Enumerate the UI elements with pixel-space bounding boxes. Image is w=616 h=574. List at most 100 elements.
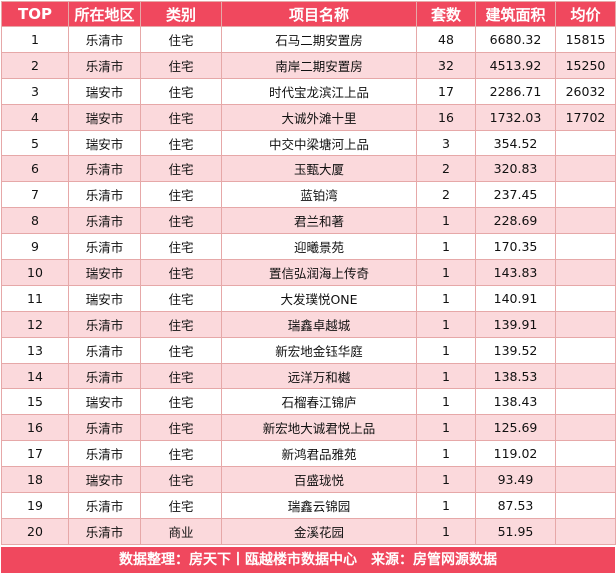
units-cell: 1: [416, 336, 476, 364]
table-row: 4 瑞安市 住宅 大诚外滩十里 16 1732.03 17702: [1, 103, 616, 131]
rank-cell: 17: [1, 440, 69, 468]
table-row: 10 瑞安市 住宅 置信弘润海上传奇 1 143.83: [1, 259, 616, 286]
category-cell: 商业: [140, 517, 222, 545]
rank-cell: 18: [1, 466, 69, 494]
district-cell: 乐清市: [68, 362, 141, 390]
floor-area-cell: 170.35: [475, 233, 556, 261]
table-row: 19 乐清市 住宅 瑞鑫云锦园 1 87.53: [1, 492, 616, 519]
units-cell: 1: [416, 207, 476, 235]
table-row: 11 瑞安市 住宅 大发璞悦ONE 1 140.91: [1, 284, 616, 312]
rank-cell: 13: [1, 336, 69, 364]
district-cell: 乐清市: [68, 336, 141, 364]
units-cell: 1: [416, 259, 476, 286]
avg-price-cell: [555, 336, 616, 364]
avg-price-cell: [555, 440, 616, 468]
floor-area-cell: 320.83: [475, 155, 556, 183]
table-row: 7 乐清市 住宅 蓝铂湾 2 237.45: [1, 181, 616, 209]
avg-price-cell: [555, 362, 616, 390]
table-row: 5 瑞安市 住宅 中交中梁塘河上品 3 354.52: [1, 129, 616, 157]
avg-price-cell: [555, 207, 616, 235]
table-body: 1 乐清市 住宅 石马二期安置房 48 6680.32 15815 2 乐清市 住宅 南岸二期安置房…: [1, 26, 616, 545]
rank-cell: 4: [1, 103, 69, 131]
project-name-cell: 置信弘润海上传奇: [221, 259, 417, 286]
units-cell: 1: [416, 388, 476, 416]
table-row: 14 乐清市 住宅 远洋万和樾 1 138.53: [1, 362, 616, 390]
district-cell: 乐清市: [68, 440, 141, 468]
avg-price-cell: [555, 414, 616, 442]
project-name-cell: 中交中梁塘河上品: [221, 129, 417, 157]
units-cell: 1: [416, 284, 476, 312]
units-cell: 1: [416, 517, 476, 545]
project-name-cell: 新宏地大诚君悦上品: [221, 414, 417, 442]
category-cell: 住宅: [140, 284, 222, 312]
source-footer: 数据整理：房天下丨瓯越楼市数据中心 来源：房管网源数据: [1, 547, 615, 573]
rank-cell: 19: [1, 492, 69, 519]
floor-area-cell: 140.91: [475, 284, 556, 312]
category-cell: 住宅: [140, 492, 222, 519]
floor-area-cell: 87.53: [475, 492, 556, 519]
rank-cell: 10: [1, 259, 69, 286]
rank-cell: 3: [1, 77, 69, 105]
header-rank: TOP: [1, 1, 69, 27]
floor-area-cell: 119.02: [475, 440, 556, 468]
table-row: 12 乐清市 住宅 瑞鑫卓越城 1 139.91: [1, 310, 616, 338]
avg-price-cell: [555, 233, 616, 261]
table-row: 3 瑞安市 住宅 时代宝龙滨江上品 17 2286.71 26032: [1, 77, 616, 105]
rank-cell: 7: [1, 181, 69, 209]
units-cell: 1: [416, 362, 476, 390]
floor-area-cell: 139.52: [475, 336, 556, 364]
floor-area-cell: 139.91: [475, 310, 556, 338]
rank-cell: 11: [1, 284, 69, 312]
rank-cell: 14: [1, 362, 69, 390]
category-cell: 住宅: [140, 181, 222, 209]
category-cell: 住宅: [140, 259, 222, 286]
table-row: 18 瑞安市 住宅 百盛珑悦 1 93.49: [1, 466, 616, 494]
units-cell: 1: [416, 310, 476, 338]
project-name-cell: 大诚外滩十里: [221, 103, 417, 131]
district-cell: 乐清市: [68, 181, 141, 209]
district-cell: 乐清市: [68, 155, 141, 183]
units-cell: 1: [416, 414, 476, 442]
category-cell: 住宅: [140, 440, 222, 468]
project-name-cell: 君兰和著: [221, 207, 417, 235]
district-cell: 乐清市: [68, 207, 141, 235]
floor-area-cell: 6680.32: [475, 26, 556, 53]
avg-price-cell: [555, 129, 616, 157]
rank-cell: 1: [1, 26, 69, 53]
project-name-cell: 南岸二期安置房: [221, 51, 417, 79]
district-cell: 乐清市: [68, 26, 141, 53]
project-name-cell: 百盛珑悦: [221, 466, 417, 494]
units-cell: 16: [416, 103, 476, 131]
project-name-cell: 石榴春江锦庐: [221, 388, 417, 416]
project-name-cell: 瑞鑫卓越城: [221, 310, 417, 338]
rank-cell: 12: [1, 310, 69, 338]
table-row: 16 乐清市 住宅 新宏地大诚君悦上品 1 125.69: [1, 414, 616, 442]
avg-price-cell: [555, 517, 616, 545]
category-cell: 住宅: [140, 155, 222, 183]
table-row: 2 乐清市 住宅 南岸二期安置房 32 4513.92 15250: [1, 51, 616, 79]
district-cell: 乐清市: [68, 51, 141, 79]
floor-area-cell: 2286.71: [475, 77, 556, 105]
table-row: 6 乐清市 住宅 玉甄大厦 2 320.83: [1, 155, 616, 183]
project-name-cell: 大发璞悦ONE: [221, 284, 417, 312]
table-row: 20 乐清市 商业 金溪花园 1 51.95: [1, 517, 616, 545]
rank-cell: 15: [1, 388, 69, 416]
rank-cell: 20: [1, 517, 69, 545]
header-floor-area: 建筑面积: [475, 1, 556, 27]
units-cell: 2: [416, 155, 476, 183]
avg-price-cell: [555, 310, 616, 338]
district-cell: 瑞安市: [68, 284, 141, 312]
avg-price-cell: 26032: [555, 77, 616, 105]
ranking-table: TOP 所在地区 类别 项目名称 套数 建筑面积 均价 1 乐清市 住宅 石马二期安置…: [1, 1, 616, 545]
category-cell: 住宅: [140, 77, 222, 105]
district-cell: 瑞安市: [68, 388, 141, 416]
project-name-cell: 玉甄大厦: [221, 155, 417, 183]
avg-price-cell: [555, 466, 616, 494]
rank-cell: 8: [1, 207, 69, 235]
project-name-cell: 新鸿君品雅苑: [221, 440, 417, 468]
category-cell: 住宅: [140, 336, 222, 364]
project-name-cell: 石马二期安置房: [221, 26, 417, 53]
units-cell: 17: [416, 77, 476, 105]
category-cell: 住宅: [140, 207, 222, 235]
project-name-cell: 瑞鑫云锦园: [221, 492, 417, 519]
